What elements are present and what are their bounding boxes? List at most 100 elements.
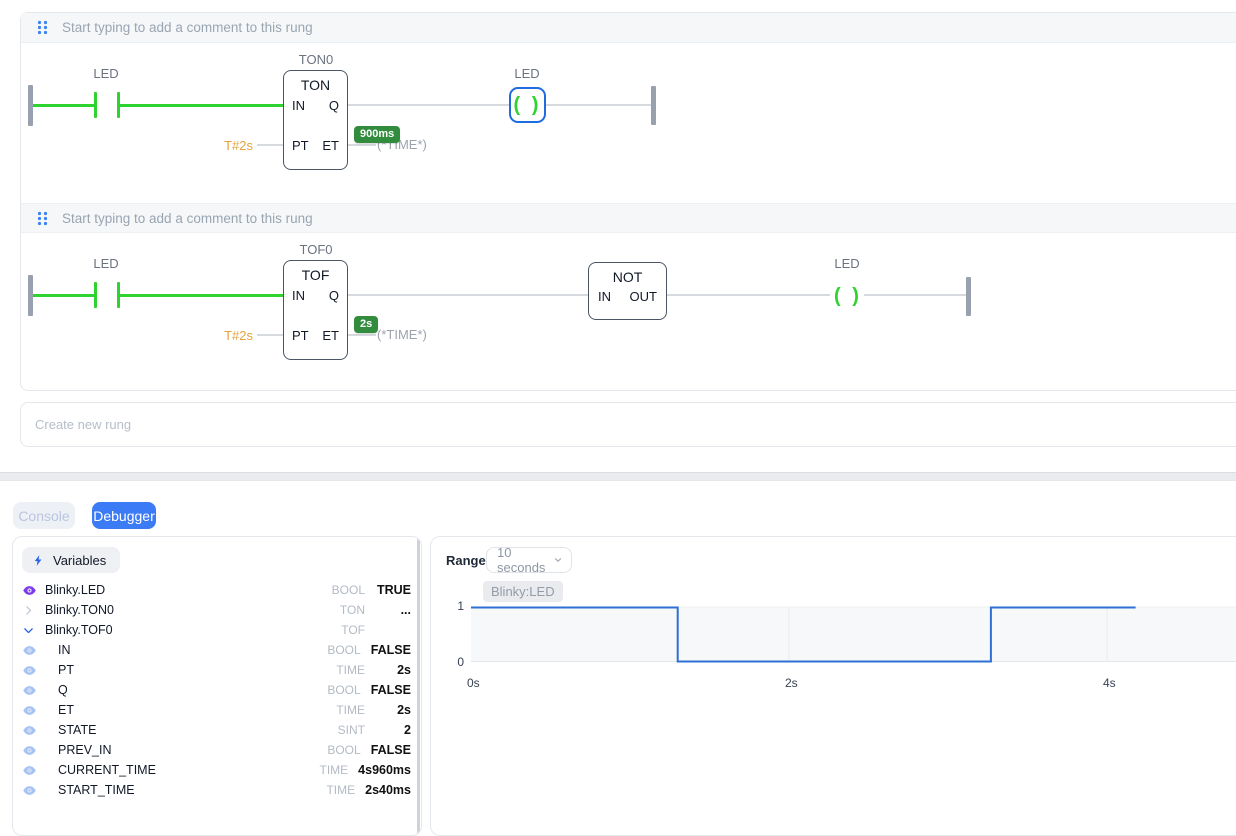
rung2-comment-bar[interactable]: Start typing to add a comment to this ru… [21, 203, 1236, 233]
rung1-right-power-rail [651, 86, 656, 125]
eye-blue-icon[interactable] [22, 783, 37, 798]
rung2-et-value-badge: 2s [354, 316, 379, 333]
variable-row[interactable]: Blinky.LED BOOL TRUE [13, 580, 421, 600]
panel-splitter[interactable] [0, 472, 1236, 481]
rung2-et-comment: (*TIME*) [377, 327, 427, 342]
rung2-not-block[interactable]: NOT IN OUT [588, 262, 667, 320]
rung2-right-power-rail [966, 277, 971, 316]
not-port-out: OUT [629, 289, 657, 304]
variable-type: TIME [319, 763, 349, 777]
rung2-left-power-rail [28, 275, 33, 316]
x-axis-tick-label: 0s [467, 676, 480, 690]
variable-row[interactable]: PT TIME 2s [13, 660, 421, 680]
rung2-wire [33, 294, 95, 297]
rung2-coil[interactable]: ( ) [830, 283, 866, 309]
chevron-down-icon[interactable] [22, 623, 37, 638]
rung2-wire [120, 294, 283, 297]
variable-row[interactable]: Q BOOL FALSE [13, 680, 421, 700]
chevron-right-icon[interactable] [22, 603, 37, 618]
variable-value: 2s [397, 703, 411, 717]
variables-list: Blinky.LED BOOL TRUE Blinky.TON0 TON... Blink… [13, 580, 421, 800]
rung1-pt-stub-wire [257, 144, 283, 146]
rung2-contact-label: LED [93, 256, 119, 271]
rung2-contact-right-bar[interactable] [117, 282, 120, 308]
variable-row[interactable]: PREV_IN BOOL FALSE [13, 740, 421, 760]
variable-name: PT [58, 663, 74, 677]
variable-type: TIME [326, 783, 356, 797]
rung1-contact-label: LED [93, 66, 119, 81]
variables-header-chip[interactable]: Variables [22, 547, 121, 573]
rung1-port-pt: PT [292, 138, 309, 153]
eye-purple-icon[interactable] [22, 583, 37, 598]
variable-value: FALSE [370, 643, 411, 657]
range-dropdown[interactable]: 10 seconds [486, 545, 572, 575]
rung1-comment-placeholder: Start typing to add a comment to this ru… [62, 20, 313, 35]
rung1-coil[interactable]: ( ) [509, 87, 546, 123]
rung1-comment-bar[interactable]: Start typing to add a comment to this ru… [21, 13, 1236, 43]
coil-symbol: ( ) [834, 285, 862, 307]
variable-row[interactable]: CURRENT_TIME TIME 4s960ms [13, 760, 421, 780]
variable-value: 2 [404, 723, 411, 737]
variables-header-label: Variables [53, 552, 107, 568]
rung2-tof-block[interactable]: TOF IN Q PT ET [283, 260, 348, 360]
rung2-pt-value[interactable]: T#2s [224, 328, 253, 343]
rung1-ton-block[interactable]: TON IN Q PT ET [283, 70, 348, 170]
rung2-et-stub-wire [348, 334, 376, 336]
variable-row[interactable]: Blinky.TON0 TON... [13, 600, 421, 620]
variables-scrollbar[interactable] [417, 539, 420, 835]
chevron-down-icon [554, 558, 562, 562]
eye-blue-icon[interactable] [22, 743, 37, 758]
eye-blue-icon[interactable] [22, 683, 37, 698]
rung1-contact-left-bar[interactable] [94, 92, 97, 118]
waveform-plot[interactable] [471, 606, 1236, 664]
variable-type: BOOL [331, 583, 365, 597]
rung2-block-type: TOF [301, 267, 330, 283]
variable-name: STATE [58, 723, 97, 737]
tab-debugger[interactable]: Debugger [92, 502, 156, 529]
rung2-wire [864, 294, 966, 296]
variable-type: TON [339, 603, 365, 617]
x-axis-tick-label: 2s [785, 676, 798, 690]
drag-handle-icon[interactable] [37, 211, 48, 226]
variable-name: START_TIME [58, 783, 135, 797]
eye-blue-icon[interactable] [22, 663, 37, 678]
variable-row[interactable]: ET TIME 2s [13, 700, 421, 720]
rung1-wire [546, 104, 651, 106]
rung1-port-q: Q [328, 98, 339, 113]
waveform-svg [471, 606, 1236, 663]
eye-blue-icon[interactable] [22, 723, 37, 738]
variable-row[interactable]: START_TIME TIME 2s40ms [13, 780, 421, 800]
tab-console-label: Console [18, 507, 70, 524]
rung1-wire [33, 104, 95, 107]
variable-name: ET [58, 703, 74, 717]
variable-row[interactable]: STATE SINT 2 [13, 720, 421, 740]
rung2-port-in: IN [292, 288, 305, 303]
rung2-pt-stub-wire [257, 334, 283, 336]
variable-type: BOOL [327, 743, 361, 757]
drag-handle-icon[interactable] [37, 20, 48, 35]
variable-row[interactable]: Blinky.TOF0 TOF [13, 620, 421, 640]
eye-blue-icon[interactable] [22, 703, 37, 718]
eye-blue-icon[interactable] [22, 763, 37, 778]
tab-console[interactable]: Console [13, 502, 75, 529]
rung2-contact-left-bar[interactable] [94, 282, 97, 308]
lightning-bolt-icon [34, 554, 42, 566]
rung1-contact-right-bar[interactable] [117, 92, 120, 118]
create-new-rung-input[interactable]: Create new rung [20, 402, 1236, 447]
debugger-chart-panel: Range 10 seconds Blinky:LED 1 0 0s 2s 4s [430, 536, 1236, 836]
series-chip[interactable]: Blinky:LED [483, 581, 563, 602]
rung1-pt-value[interactable]: T#2s [224, 138, 253, 153]
variable-name: IN [58, 643, 71, 657]
rung2-port-et: ET [322, 328, 339, 343]
rung2-q-wire [348, 294, 588, 296]
eye-blue-icon[interactable] [22, 643, 37, 658]
rung1-block-type: TON [300, 77, 331, 93]
ladder-editor: Start typing to add a comment to this ru… [20, 12, 1236, 391]
coil-symbol: ( ) [513, 94, 542, 116]
variable-type: TIME [336, 703, 365, 717]
rung2-wire [667, 294, 830, 296]
rung1-port-in: IN [292, 98, 305, 113]
not-block-type: NOT [612, 269, 643, 285]
variable-name: Blinky.LED [45, 583, 106, 597]
variable-row[interactable]: IN BOOL FALSE [13, 640, 421, 660]
